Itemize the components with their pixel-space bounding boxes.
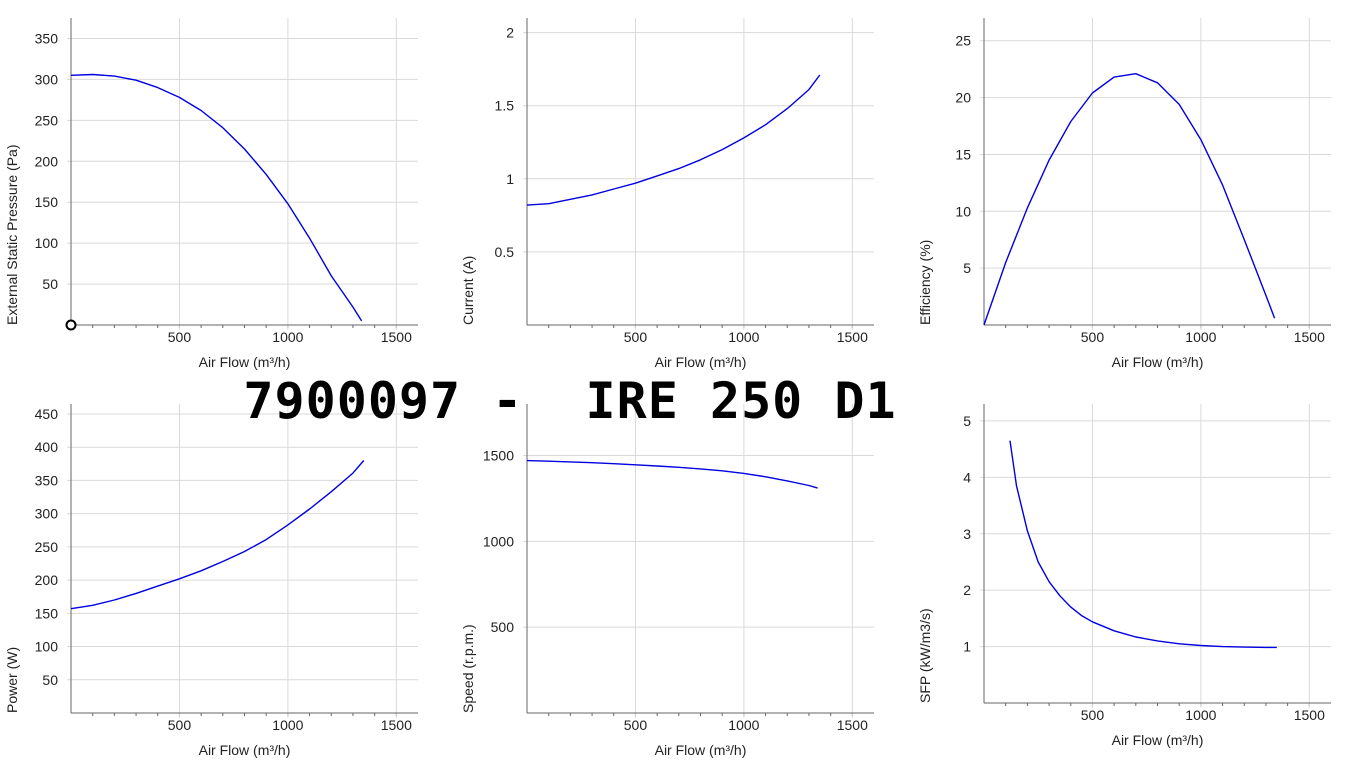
x-tick-label: 1000 xyxy=(728,717,759,733)
x-tick-label: 1000 xyxy=(272,717,303,733)
y-tick-label: 1000 xyxy=(483,533,514,549)
y-tick-label: 25 xyxy=(955,33,971,49)
y-tick-label: 3 xyxy=(963,526,971,542)
y-tick-label: 200 xyxy=(35,572,59,588)
series-line-1 xyxy=(1009,440,1277,649)
x-axis-label: Air Flow (m³/h) xyxy=(655,354,747,370)
y-axis-label: Speed (r.p.m.) xyxy=(460,624,476,713)
y-tick-label: 150 xyxy=(35,605,59,621)
x-tick-label: 500 xyxy=(624,329,648,345)
y-tick-label: 250 xyxy=(35,539,59,555)
x-axis-label: Air Flow (m³/h) xyxy=(1112,354,1204,370)
x-tick-label: 1500 xyxy=(381,717,412,733)
x-axis-label: Air Flow (m³/h) xyxy=(1112,732,1204,748)
y-tick-label: 50 xyxy=(42,276,58,292)
y-tick-label: 1.5 xyxy=(495,98,515,114)
y-tick-label: 2 xyxy=(963,582,971,598)
series-line-1 xyxy=(70,460,365,610)
y-tick-label: 350 xyxy=(35,30,59,46)
y-tick-label: 150 xyxy=(35,194,59,210)
y-tick-label: 100 xyxy=(35,235,59,251)
y-tick-label: 50 xyxy=(42,672,58,688)
x-tick-label: 500 xyxy=(1081,329,1105,345)
y-tick-label: 350 xyxy=(35,472,59,488)
y-tick-label: 300 xyxy=(35,71,59,87)
chart-5: 500 1000 1500 500 1000 1500 Air Flow (m³/h) Spe… xyxy=(460,404,874,758)
y-tick-label: 1 xyxy=(963,639,971,655)
y-axis-label: External Static Pressure (Pa) xyxy=(4,144,20,325)
y-axis-label: SFP (kW/m3/s) xyxy=(917,608,933,703)
x-tick-label: 1500 xyxy=(1294,707,1325,723)
y-tick-label: 10 xyxy=(955,203,971,219)
x-tick-label: 1000 xyxy=(1185,707,1216,723)
chart-3: 500 1000 1500 5 10 15 20 25 Air Flow (m³/h) Effic… xyxy=(917,18,1331,370)
chart-1: 500 1000 1500 50 100 150 200 250 300 350 Air Flow … xyxy=(4,18,418,370)
y-tick-label: 5 xyxy=(963,260,971,276)
y-tick-label: 0.5 xyxy=(495,244,515,260)
y-tick-label: 4 xyxy=(963,469,971,485)
y-axis-label: Power (W) xyxy=(4,647,20,713)
x-tick-label: 1000 xyxy=(728,329,759,345)
series-line-1 xyxy=(983,72,1276,326)
y-tick-label: 20 xyxy=(955,90,971,106)
y-tick-label: 400 xyxy=(35,439,59,455)
x-tick-label: 500 xyxy=(1081,707,1105,723)
x-tick-label: 1500 xyxy=(1294,329,1325,345)
y-tick-label: 15 xyxy=(955,146,971,162)
x-tick-label: 1000 xyxy=(1185,329,1216,345)
chart-4: 500 1000 1500 50 100 150 200 250 300 350 400 450 Air… xyxy=(4,404,418,758)
y-tick-label: 200 xyxy=(35,153,59,169)
x-tick-label: 1500 xyxy=(837,717,868,733)
chart-6: 500 1000 1500 1 2 3 4 5 Air Flow (m³/h) SFP (kW/m… xyxy=(917,404,1331,748)
series-line-1 xyxy=(70,73,363,322)
y-tick-label: 5 xyxy=(963,413,971,429)
y-tick-label: 1 xyxy=(506,171,514,187)
x-tick-label: 1500 xyxy=(837,329,868,345)
y-tick-label: 100 xyxy=(35,639,59,655)
x-tick-label: 1500 xyxy=(381,329,412,345)
x-axis-label: Air Flow (m³/h) xyxy=(199,354,291,370)
x-tick-label: 500 xyxy=(168,717,192,733)
series-line-1 xyxy=(526,74,821,206)
y-tick-label: 300 xyxy=(35,506,59,522)
x-tick-label: 500 xyxy=(168,329,192,345)
y-tick-label: 250 xyxy=(35,112,59,128)
series-line-1 xyxy=(526,459,818,489)
y-tick-label: 500 xyxy=(491,619,515,635)
chart-2: 500 1000 1500 0.5 1 1.5 2 Air Flow (m³/h) Curren… xyxy=(460,18,874,370)
y-axis-label: Efficiency (%) xyxy=(917,240,933,325)
x-tick-label: 1000 xyxy=(272,329,303,345)
x-axis-label: Air Flow (m³/h) xyxy=(199,742,291,758)
x-axis-label: Air Flow (m³/h) xyxy=(655,742,747,758)
operating-point-marker[interactable] xyxy=(65,319,77,331)
y-tick-label: 450 xyxy=(35,406,59,422)
y-tick-label: 2 xyxy=(506,25,514,41)
x-tick-label: 500 xyxy=(624,717,648,733)
y-axis-label: Current (A) xyxy=(460,256,476,325)
y-tick-label: 1500 xyxy=(483,448,514,464)
